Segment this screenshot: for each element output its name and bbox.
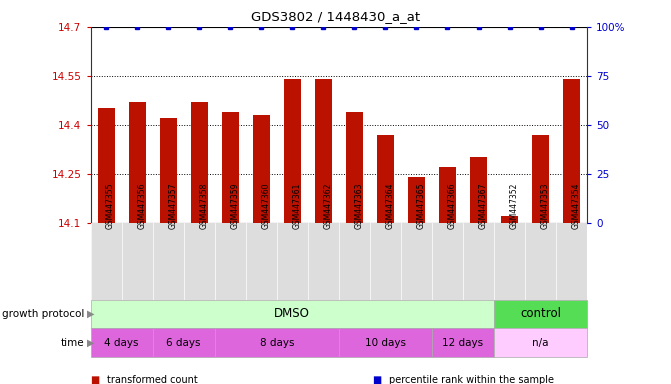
- Bar: [470, 157, 487, 223]
- Bar: [160, 118, 176, 223]
- Bar: [191, 102, 208, 223]
- Bar: [494, 300, 587, 328]
- Text: GSM447361: GSM447361: [293, 182, 301, 229]
- Text: GSM447358: GSM447358: [199, 182, 208, 229]
- Text: DMSO: DMSO: [274, 308, 310, 320]
- Text: GSM447359: GSM447359: [230, 182, 240, 229]
- Bar: [91, 328, 153, 357]
- Text: GSM447362: GSM447362: [323, 182, 332, 229]
- Text: ▶: ▶: [87, 338, 95, 348]
- Bar: [408, 177, 425, 223]
- Text: GSM447366: GSM447366: [448, 182, 456, 229]
- Bar: [501, 216, 518, 223]
- Text: 10 days: 10 days: [365, 338, 406, 348]
- Bar: [439, 167, 456, 223]
- Bar: [563, 79, 580, 223]
- Bar: [221, 112, 239, 223]
- Text: GSM447353: GSM447353: [541, 182, 550, 229]
- Bar: [215, 328, 339, 357]
- Text: control: control: [520, 308, 561, 320]
- Text: GSM447360: GSM447360: [261, 182, 270, 229]
- Bar: [315, 79, 332, 223]
- Text: 6 days: 6 days: [166, 338, 201, 348]
- Bar: [346, 112, 363, 223]
- Text: 12 days: 12 days: [442, 338, 484, 348]
- Text: time: time: [60, 338, 84, 348]
- Text: GSM447357: GSM447357: [168, 182, 177, 229]
- Text: ▶: ▶: [87, 309, 95, 319]
- Bar: [494, 328, 587, 357]
- Text: GSM447364: GSM447364: [385, 182, 395, 229]
- Bar: [91, 300, 494, 328]
- Bar: [339, 328, 432, 357]
- Text: growth protocol: growth protocol: [1, 309, 84, 319]
- Text: GSM447355: GSM447355: [106, 182, 115, 229]
- Text: percentile rank within the sample: percentile rank within the sample: [389, 375, 554, 384]
- Text: GSM447363: GSM447363: [354, 182, 364, 229]
- Text: 4 days: 4 days: [105, 338, 139, 348]
- Bar: [153, 328, 215, 357]
- Bar: [377, 135, 394, 223]
- Text: GSM447356: GSM447356: [137, 182, 146, 229]
- Text: transformed count: transformed count: [107, 375, 198, 384]
- Text: GSM447354: GSM447354: [572, 182, 580, 229]
- Text: ■: ■: [372, 375, 382, 384]
- Bar: [253, 115, 270, 223]
- Text: ■: ■: [91, 375, 100, 384]
- Text: GDS3802 / 1448430_a_at: GDS3802 / 1448430_a_at: [251, 10, 420, 23]
- Bar: [284, 79, 301, 223]
- Text: 8 days: 8 days: [260, 338, 294, 348]
- Bar: [532, 135, 549, 223]
- Bar: [97, 109, 115, 223]
- Text: n/a: n/a: [532, 338, 549, 348]
- Text: GSM447352: GSM447352: [509, 182, 519, 229]
- Bar: [129, 102, 146, 223]
- Text: GSM447367: GSM447367: [478, 182, 488, 229]
- Bar: [432, 328, 494, 357]
- Text: GSM447365: GSM447365: [417, 182, 425, 229]
